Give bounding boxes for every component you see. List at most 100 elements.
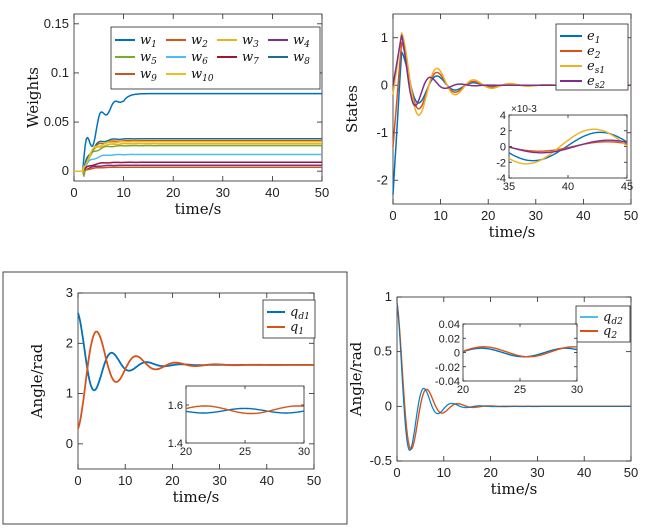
series-w7 — [74, 161, 322, 172]
y-tick-label: 0.02 — [439, 333, 460, 345]
legend-subscript: 2 — [201, 40, 208, 50]
legend-subscript: 2 — [610, 331, 617, 341]
x-tick-label: 10 — [118, 473, 132, 488]
legend-subscript: 5 — [151, 57, 157, 67]
y-tick-label: 0.05 — [44, 114, 69, 129]
inset: 20 25 30 -0.04 -0.02 0 0.02 0.04 — [435, 319, 583, 396]
y-tick-label: 0 — [66, 436, 73, 451]
inset: 35 40 45 -4 -2 0 2 4 ×10-3 — [496, 104, 633, 193]
inset-scale-note: ×10-3 — [511, 104, 537, 115]
x-tick-label: 45 — [621, 181, 633, 193]
inset-bg — [463, 324, 577, 381]
axes-box — [73, 13, 323, 182]
y-axis-label: Angle/rad — [28, 343, 46, 419]
y-tick-label: -1 — [376, 125, 388, 140]
series-q1 — [77, 330, 314, 430]
legend-subscript: 1 — [595, 36, 601, 46]
x-tick-label: 40 — [577, 465, 591, 480]
x-tick-label: 10 — [437, 465, 451, 480]
y-tick-label: 4 — [500, 110, 506, 122]
legend-subscript: s2 — [595, 81, 606, 91]
x-tick-label: 0 — [70, 185, 77, 200]
x-tick-label: 10 — [433, 208, 447, 223]
x-axis-label: time/s — [489, 223, 536, 241]
series-w8 — [74, 137, 322, 172]
y-tick-label: -0.04 — [435, 376, 460, 388]
legend-subscript: 7 — [253, 57, 259, 67]
inset-series-q2 — [462, 346, 578, 358]
series-w3 — [74, 142, 322, 172]
y-tick-label: 0.15 — [44, 16, 69, 31]
y-tick-label: 0.1 — [51, 65, 69, 80]
inset: 20 25 30 1.4 1.6 — [168, 385, 310, 458]
x-tick-label: 30 — [571, 384, 583, 396]
x-tick-label: 50 — [315, 185, 329, 200]
x-tick-label: 40 — [562, 181, 574, 193]
y-tick-label: 2 — [66, 335, 73, 350]
x-tick-label: 30 — [529, 208, 543, 223]
x-tick-label: 20 — [180, 446, 192, 458]
x-tick-label: 25 — [239, 446, 251, 458]
x-tick-label: 40 — [576, 208, 590, 223]
y-tick-label: 0 — [381, 77, 388, 92]
legend-box — [555, 23, 629, 91]
y-axis-label: Angle/rad — [347, 341, 365, 417]
series-w10 — [74, 140, 322, 172]
x-tick-label: 10 — [116, 185, 130, 200]
y-axis-label: States — [343, 85, 361, 133]
y-tick-label: 2 — [500, 126, 506, 138]
y-tick-label: 1 — [385, 289, 392, 304]
inset-series-es2 — [508, 139, 628, 154]
x-tick-label: 30 — [298, 446, 310, 458]
x-tick-label: 35 — [503, 181, 515, 193]
x-tick-label: 20 — [166, 185, 180, 200]
x-tick-label: 20 — [481, 208, 495, 223]
x-axis-label: time/s — [175, 200, 222, 218]
x-tick-label: 50 — [624, 208, 638, 223]
x-tick-label: 50 — [307, 473, 321, 488]
legend-subscript: 3 — [253, 40, 259, 50]
inset-series-q1 — [185, 405, 305, 415]
legend-subscript: s1 — [595, 66, 605, 76]
series-w9 — [74, 166, 322, 172]
states-panel: 0 10 20 30 40 50-2-101time/sStatese1e2es1es23… — [343, 13, 638, 241]
y-tick-label: 1 — [381, 30, 388, 45]
y-tick-label: -0.02 — [435, 362, 460, 374]
y-tick-label: 3 — [66, 285, 73, 300]
legend-subscript: d1 — [298, 312, 310, 322]
legend-subscript: 1 — [151, 40, 157, 50]
axes-box — [77, 292, 315, 470]
legend-box — [262, 299, 316, 339]
x-tick-label: 30 — [212, 473, 226, 488]
panel3-frame — [2, 271, 348, 525]
inset-series-qd1 — [185, 407, 305, 414]
x-tick-label: 25 — [514, 384, 526, 396]
weights-panel: 0 10 20 30 40 50 0 0.05 0.1 0.15 time/s Weights w1 w2… — [24, 13, 329, 218]
x-axis-label: time/s — [173, 488, 220, 506]
y-tick-label: -2 — [496, 157, 506, 169]
x-tick-label: 40 — [265, 185, 279, 200]
x-tick-label: 20 — [165, 473, 179, 488]
x-axis-label: time/s — [491, 480, 538, 498]
x-tick-label: 0 — [389, 208, 396, 223]
y-tick-label: 0.5 — [374, 344, 392, 359]
legend-subscript: 1 — [298, 327, 304, 337]
y-axis-label: Weights — [24, 67, 42, 128]
legend-subscript: 10 — [202, 74, 214, 84]
legend-subscript: d2 — [611, 317, 623, 327]
x-tick-label: 30 — [216, 185, 230, 200]
y-tick-label: 0 — [500, 142, 506, 154]
inset-bg — [509, 115, 627, 178]
x-tick-label: 0 — [393, 465, 400, 480]
y-tick-label: 0 — [385, 398, 392, 413]
series-w4 — [74, 164, 322, 172]
legend-subscript: 4 — [303, 40, 310, 50]
series-w1 — [74, 92, 322, 172]
x-tick-label: 20 — [483, 465, 497, 480]
